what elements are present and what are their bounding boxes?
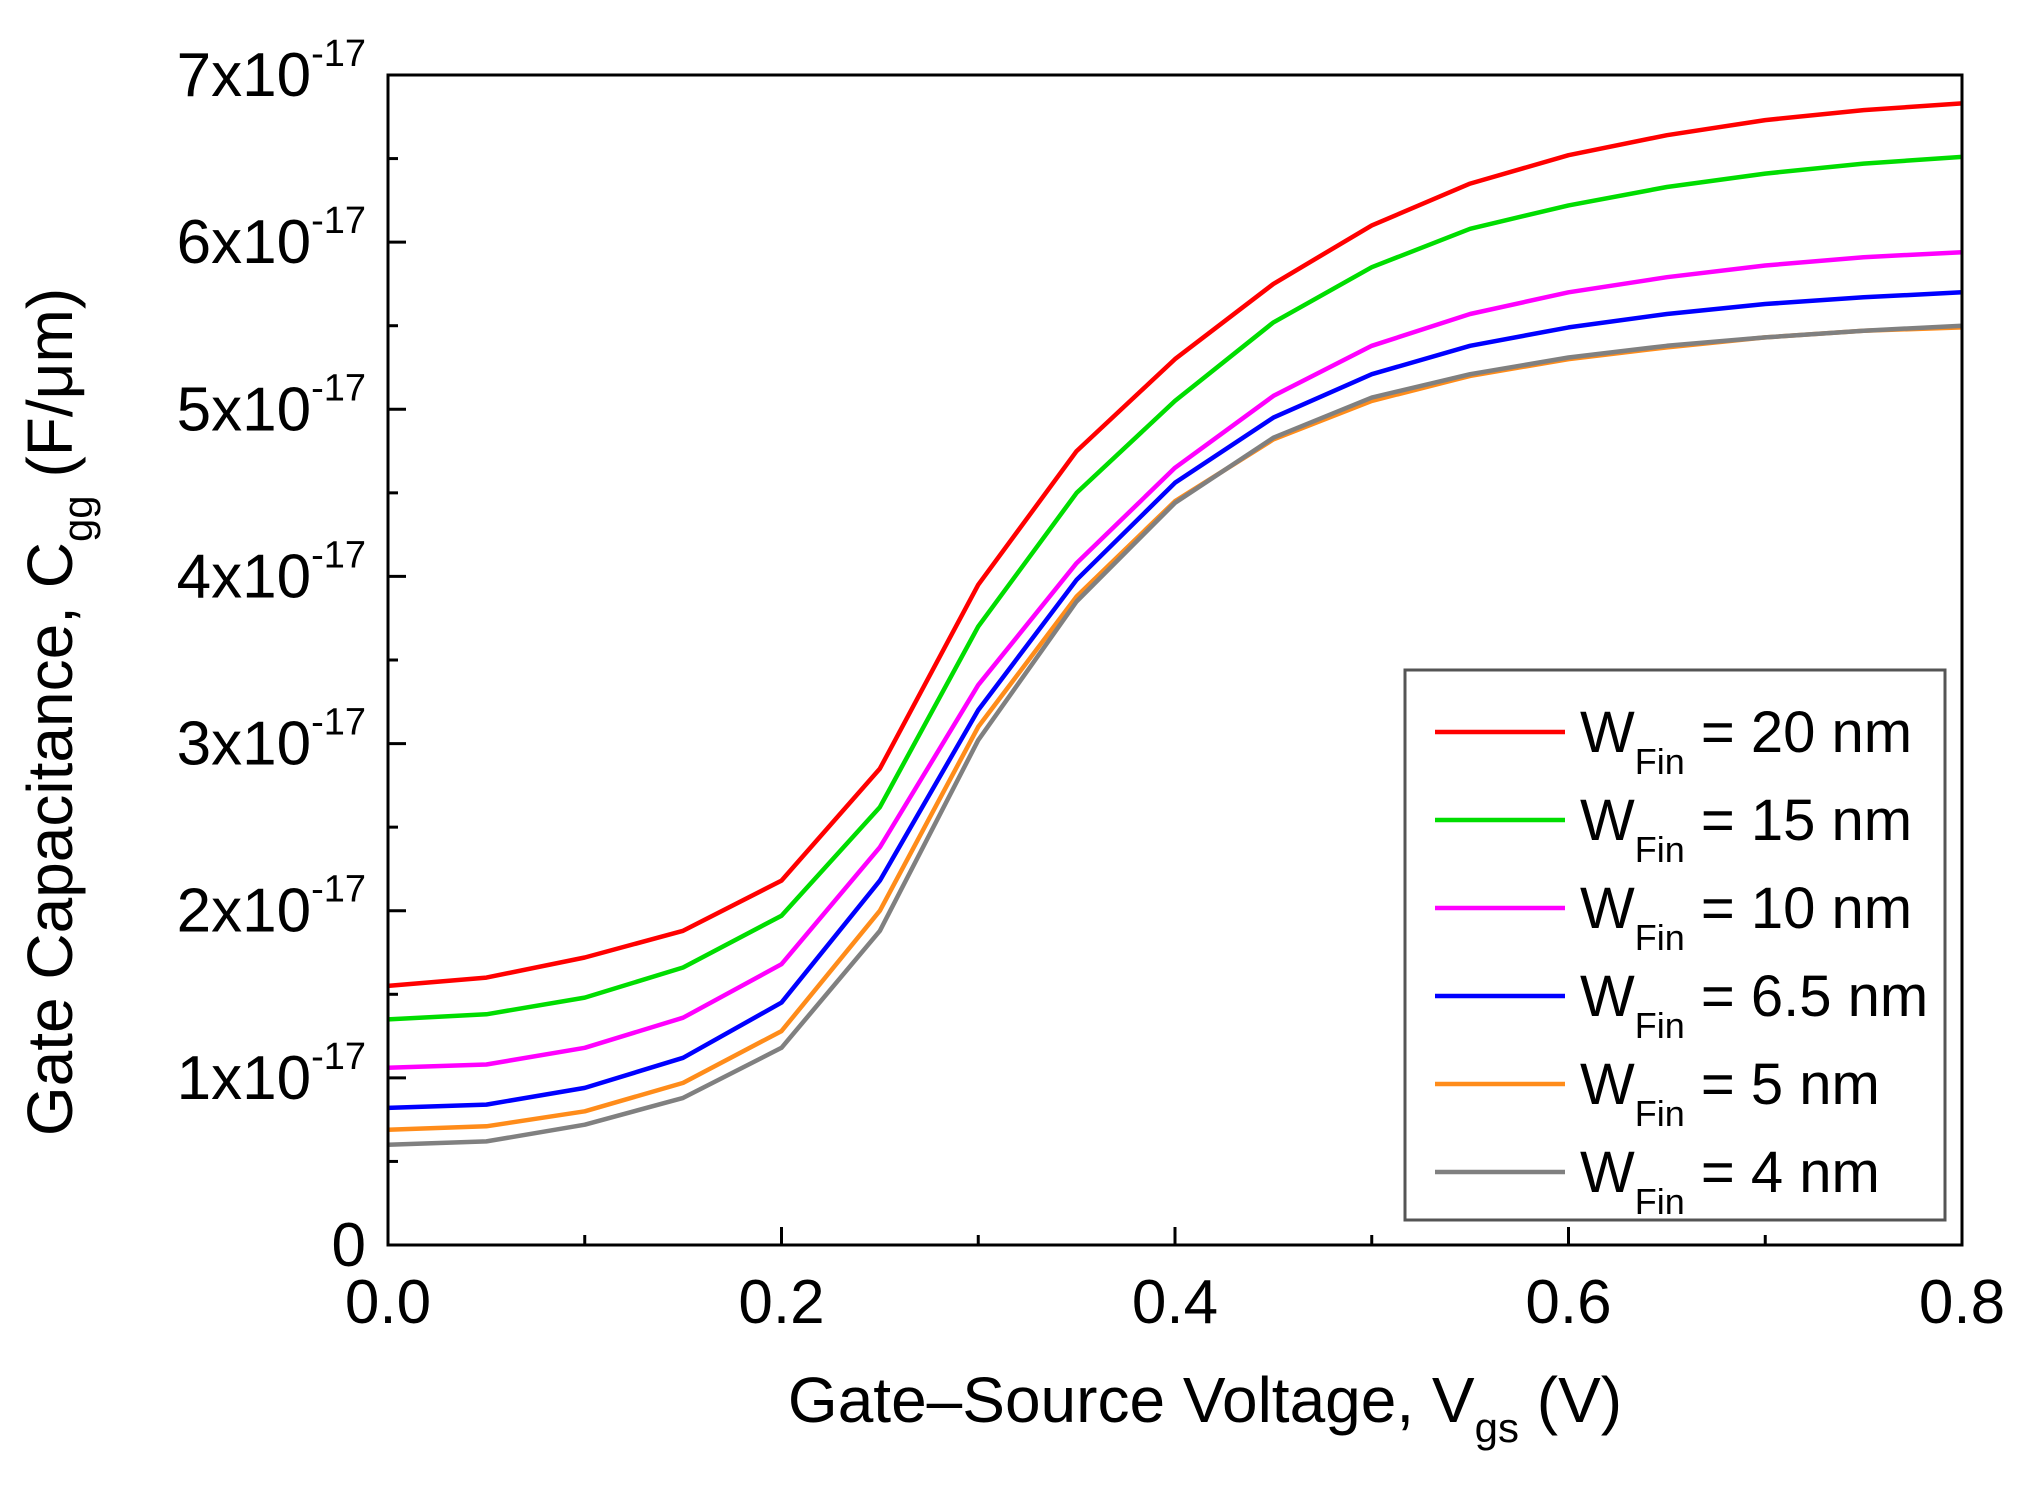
series-line-5 [387,323,1963,1147]
series-line-3 [387,290,1963,1111]
x-tick-label: 0.8 [1919,1268,2005,1337]
series-line-2 [387,249,1963,1071]
series-line-1 [387,154,1963,1022]
y-tick-label: 4x10-17 [177,534,366,611]
x-tick-label: 0.2 [738,1268,824,1337]
series-line-0 [387,101,1963,989]
x-axis-label: Gate–Source Voltage, Vgs (V) [788,1364,1622,1451]
plot-series [387,101,1963,1147]
legend-label-1: WFin = 15 nm [1580,788,1912,870]
y-tick-label: 6x10-17 [177,200,366,277]
y-axis-label: Gate Capacitance, Cgg (F/μm) [14,288,101,1136]
legend-label-4: WFin = 5 nm [1580,1052,1880,1134]
legend-box [1403,668,1947,1222]
x-tick-label: 0.4 [1132,1268,1218,1337]
y-tick-label: 0 [332,1211,366,1280]
axis-ticks: 0.0 0.2 0.4 0.6 0.8 0 1x10-17 2x10-17 3x10-17 4x1… [177,33,2005,1337]
y-tick-label: 1x10-17 [177,1036,366,1113]
y-tick-label: 5x10-17 [177,367,366,444]
legend-label-0: WFin = 20 nm [1580,700,1912,782]
y-tick-label: 7x10-17 [177,33,366,110]
legend-label-3: WFin = 6.5 nm [1580,964,1928,1046]
legend-label-2: WFin = 10 nm [1580,876,1912,958]
x-tick-label: 0.6 [1525,1268,1611,1337]
y-tick-label: 3x10-17 [177,702,366,779]
y-tick-label: 2x10-17 [177,869,366,946]
x-tick-label: 0.0 [345,1268,431,1337]
legend-label-5: WFin = 4 nm [1580,1140,1880,1222]
